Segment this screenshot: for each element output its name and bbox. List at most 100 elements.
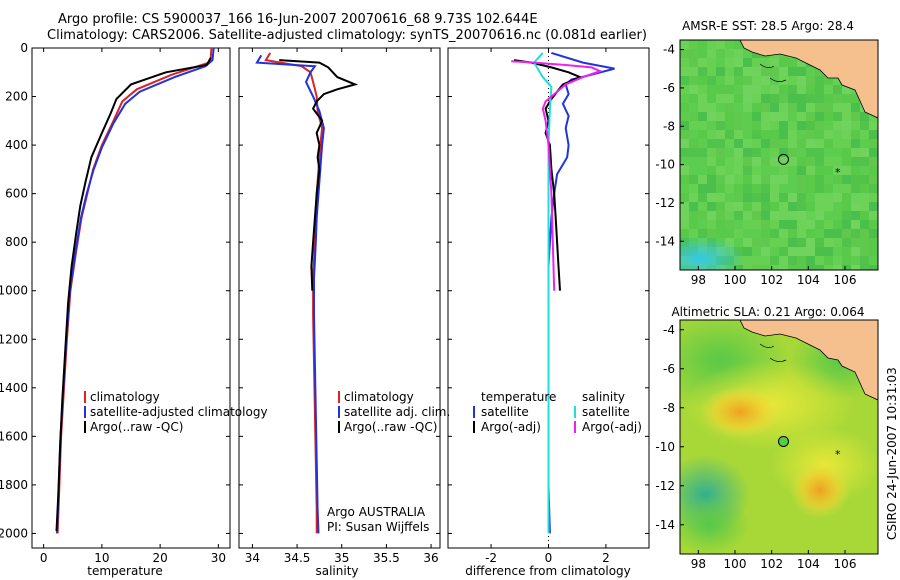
series-line-climatology	[56, 48, 213, 534]
salinity-xlabel: salinity	[315, 564, 358, 578]
lat-tick-label: -12	[655, 479, 675, 493]
pi-label: PI: Susan Wijffels	[327, 520, 429, 534]
sla-map-title: Altimetric SLA: 0.21 Argo: 0.064	[671, 305, 864, 319]
lat-tick-label: -12	[655, 196, 675, 210]
y-tick-label: 0	[20, 41, 28, 55]
y-tick-label: 1800	[0, 478, 28, 492]
x-tick-label: 34.5	[284, 551, 311, 565]
series-line-salinity-satellite	[532, 52, 553, 534]
difference-lines	[511, 51, 615, 534]
legend-temp-satellite-label: satellite	[481, 405, 529, 419]
y-tick-label: 1000	[0, 284, 28, 298]
y-tick-label: 1400	[0, 381, 28, 395]
x-tick-label: 0	[40, 551, 48, 565]
series-line-satellite-adj-clim-	[255, 54, 325, 534]
temperature-axes-box	[31, 47, 231, 549]
lat-tick-label: -14	[655, 518, 675, 532]
legend-argo-label: Argo(..raw -QC)	[90, 420, 183, 434]
x-tick-label: 34	[245, 551, 260, 565]
lon-tick-label: 98	[691, 557, 706, 571]
lon-tick-label: 104	[797, 557, 820, 571]
legend-climatology-label: climatology	[344, 390, 414, 404]
temperature-xlabel: temperature	[87, 564, 162, 578]
land-sumatra-java	[739, 320, 878, 401]
sst-map-ticks: 98 100 102 104 106 -4 -6 -8 -10 -12 -14	[655, 43, 856, 287]
sst-map-title: AMSR-E SST: 28.5 Argo: 28.4	[682, 19, 854, 33]
difference-panel: -2 0 2 difference from climatology tempera…	[447, 47, 650, 578]
salinity-panel: 34 34.5 35 35.5 36 salinity climatology sate…	[238, 47, 450, 578]
sla-map-frame	[679, 319, 879, 555]
lat-tick-label: -10	[655, 158, 675, 172]
salinity-ticks: 34 34.5 35 35.5 36	[239, 47, 440, 565]
lat-tick-label: -8	[663, 119, 675, 133]
legend-salinity-heading: salinity	[582, 390, 625, 404]
series-line-temperature-satellite	[547, 51, 615, 534]
x-tick-label: 35.5	[373, 551, 400, 565]
lon-tick-label: 100	[724, 273, 747, 287]
legend-sal-argo-label: Argo(-adj)	[582, 420, 642, 434]
lat-tick-label: -14	[655, 234, 675, 248]
sla-map: Altimetric SLA: 0.21 Argo: 0.064 98 100 10…	[655, 305, 879, 571]
series-line-argo-raw-qc-	[55, 57, 212, 532]
difference-xlabel: difference from climatology	[465, 564, 631, 578]
float-track-star: *	[835, 448, 841, 461]
lon-tick-label: 104	[797, 273, 820, 287]
temperature-ticks: 0 10 20 30 0 200 400 600 800 1000 1200 1400 1600 1800…	[0, 41, 230, 565]
x-tick-label: 20	[152, 551, 167, 565]
x-tick-label: 30	[211, 551, 226, 565]
y-tick-label: 2000	[0, 526, 28, 540]
lon-tick-label: 100	[724, 557, 747, 571]
series-line-satellite-adjusted-climatology	[56, 48, 215, 534]
sst-map-field	[680, 40, 878, 270]
y-tick-label: 800	[5, 235, 28, 249]
x-tick-label: 2	[602, 551, 610, 565]
sst-map: AMSR-E SST: 28.5 Argo: 28.4 98 100 102 104 1…	[655, 19, 879, 287]
y-tick-label: 600	[5, 187, 28, 201]
legend-argo-label: Argo(..raw -QC)	[344, 420, 437, 434]
y-tick-label: 200	[5, 90, 28, 104]
argo-float-marker	[777, 153, 789, 165]
lon-tick-label: 106	[834, 557, 857, 571]
legend-temperature-heading: temperature	[481, 390, 556, 404]
sla-map-ticks: 98 100 102 104 106 -4 -6 -8 -10 -12 -14	[655, 323, 856, 571]
salinity-legend: climatology satellite adj. clim. Argo(..…	[338, 390, 450, 434]
lon-tick-label: 106	[834, 273, 857, 287]
y-tick-label: 1600	[0, 429, 28, 443]
lat-tick-label: -6	[663, 362, 675, 376]
legend-climatology-label: climatology	[90, 390, 160, 404]
lon-tick-label: 102	[760, 557, 783, 571]
salinity-lines	[255, 52, 359, 534]
land-sumatra-java	[739, 40, 878, 119]
csiro-timestamp: CSIRO 24-Jun-2007 10:31:03	[885, 367, 899, 540]
series-line-salinity-argo-adj-	[511, 60, 603, 291]
lat-tick-label: -6	[663, 81, 675, 95]
x-tick-label: -2	[485, 551, 497, 565]
lon-tick-label: 102	[760, 273, 783, 287]
x-tick-label: 0	[545, 551, 553, 565]
series-line-argo-raw-qc-	[279, 59, 359, 291]
legend-temp-argo-label: Argo(-adj)	[481, 420, 541, 434]
figure-title-line1: Argo profile: CS 5900037_166 16-Jun-2007…	[58, 12, 538, 27]
difference-legend: temperature satellite Argo(-adj) salinit…	[473, 390, 642, 434]
x-tick-label: 10	[94, 551, 109, 565]
argo-float-marker	[777, 435, 789, 447]
float-track-star: *	[835, 166, 841, 179]
lat-tick-label: -4	[663, 43, 675, 57]
legend-satellite-label: satellite-adjusted climatology	[90, 405, 268, 419]
salinity-axes-box	[238, 47, 441, 549]
y-tick-label: 400	[5, 138, 28, 152]
y-tick-label: 1200	[0, 332, 28, 346]
sst-map-frame	[679, 39, 879, 271]
argo-program-label: Argo AUSTRALIA	[327, 505, 426, 519]
x-tick-label: 36	[423, 551, 438, 565]
lat-tick-label: -8	[663, 401, 675, 415]
temperature-legend: climatology satellite-adjusted climatolo…	[84, 390, 268, 434]
figure-title-line2: Climatology: CARS2006. Satellite-adjuste…	[47, 28, 647, 43]
sla-map-field	[680, 320, 878, 554]
temperature-lines	[55, 48, 215, 534]
temperature-panel: 0 10 20 30 0 200 400 600 800 1000 1200 1400 1600 1800…	[0, 41, 268, 578]
lon-tick-label: 98	[691, 273, 706, 287]
legend-sal-satellite-label: satellite	[582, 405, 630, 419]
legend-satellite-label: satellite adj. clim.	[344, 405, 450, 419]
